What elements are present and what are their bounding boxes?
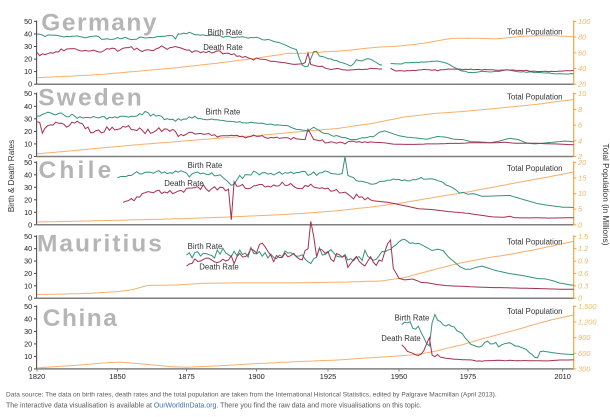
svg-text:Total Population: Total Population: [507, 164, 562, 173]
svg-text:0.3: 0.3: [578, 281, 589, 290]
svg-text:1850: 1850: [109, 372, 125, 381]
svg-text:1,200: 1,200: [578, 318, 597, 327]
svg-text:Sweden: Sweden: [38, 84, 144, 111]
svg-text:Birth Rate: Birth Rate: [208, 28, 243, 37]
svg-text:5: 5: [578, 205, 583, 214]
svg-text:0: 0: [578, 294, 583, 303]
svg-text:20: 20: [24, 55, 32, 64]
svg-text:Mauritius: Mauritius: [37, 231, 164, 258]
svg-text:40: 40: [578, 64, 587, 73]
svg-text:30: 30: [24, 257, 32, 266]
svg-text:20: 20: [577, 80, 587, 89]
svg-text:100: 100: [578, 17, 591, 26]
svg-text:2010: 2010: [554, 372, 570, 381]
svg-text:Birth Rate: Birth Rate: [188, 242, 223, 251]
svg-text:0: 0: [28, 294, 32, 303]
svg-text:300: 300: [578, 364, 591, 373]
svg-text:20: 20: [24, 269, 32, 278]
svg-text:Birth Rate: Birth Rate: [188, 161, 223, 170]
svg-text:The interactive data visualisa: The interactive data visualisation is av…: [6, 403, 422, 410]
svg-text:20: 20: [24, 127, 32, 136]
svg-text:Total Population (in Millions): Total Population (in Millions): [601, 144, 610, 246]
svg-text:1820: 1820: [29, 372, 45, 381]
svg-text:Germany: Germany: [41, 10, 158, 37]
svg-text:60: 60: [578, 48, 587, 57]
svg-text:10: 10: [24, 352, 32, 361]
svg-text:1925: 1925: [320, 372, 336, 381]
svg-text:20: 20: [24, 339, 32, 348]
svg-text:20: 20: [577, 158, 587, 167]
svg-text:0: 0: [578, 220, 583, 229]
svg-text:0.9: 0.9: [578, 257, 588, 266]
svg-text:Total Population: Total Population: [507, 93, 562, 102]
svg-text:Total Population: Total Population: [507, 27, 562, 36]
svg-text:40: 40: [24, 30, 32, 39]
svg-text:Birth Rate: Birth Rate: [395, 314, 430, 323]
svg-text:20: 20: [24, 195, 32, 204]
svg-text:50: 50: [24, 232, 32, 241]
svg-text:0: 0: [28, 152, 32, 161]
svg-text:15: 15: [578, 173, 587, 182]
svg-text:50: 50: [24, 158, 32, 167]
svg-text:China: China: [43, 305, 119, 332]
svg-text:Death Rate: Death Rate: [203, 43, 242, 52]
svg-text:80: 80: [578, 33, 587, 42]
svg-text:2: 2: [577, 152, 582, 161]
svg-text:1.5: 1.5: [578, 232, 589, 241]
svg-text:Total Population: Total Population: [507, 237, 562, 246]
svg-text:10: 10: [578, 189, 587, 198]
svg-text:0: 0: [28, 80, 32, 89]
svg-text:0: 0: [28, 364, 32, 373]
svg-text:30: 30: [24, 114, 32, 123]
svg-text:0: 0: [28, 220, 32, 229]
svg-text:900: 900: [578, 333, 591, 342]
svg-text:1.2: 1.2: [578, 244, 588, 253]
svg-text:1875: 1875: [178, 372, 194, 381]
svg-text:1,500: 1,500: [578, 302, 597, 311]
svg-text:0.6: 0.6: [578, 269, 589, 278]
svg-text:Chile: Chile: [39, 157, 115, 184]
svg-text:1900: 1900: [248, 372, 264, 381]
svg-text:10: 10: [24, 208, 32, 217]
svg-text:30: 30: [24, 42, 32, 51]
svg-text:Total Population: Total Population: [507, 307, 562, 316]
svg-text:40: 40: [24, 314, 32, 323]
svg-text:8: 8: [578, 105, 583, 114]
svg-text:Data source: The data on birth: Data source: The data on birth rates, de…: [6, 392, 497, 399]
svg-text:10: 10: [24, 139, 32, 148]
svg-text:40: 40: [24, 170, 32, 179]
svg-text:10: 10: [24, 67, 32, 76]
svg-text:50: 50: [24, 89, 32, 98]
svg-text:Birth & Death Rates: Birth & Death Rates: [7, 140, 16, 212]
svg-text:50: 50: [24, 17, 32, 26]
svg-text:10: 10: [578, 89, 587, 98]
svg-text:40: 40: [24, 102, 32, 111]
svg-text:1975: 1975: [460, 372, 476, 381]
svg-text:1950: 1950: [391, 372, 407, 381]
svg-text:Birth Rate: Birth Rate: [206, 108, 241, 117]
svg-text:4: 4: [578, 136, 582, 145]
svg-text:10: 10: [24, 281, 32, 290]
svg-text:50: 50: [24, 302, 32, 311]
svg-text:Death Rate: Death Rate: [381, 334, 420, 343]
svg-text:6: 6: [578, 121, 583, 130]
svg-text:Death Rate: Death Rate: [164, 179, 203, 188]
svg-text:Death Rate: Death Rate: [199, 263, 238, 272]
svg-text:600: 600: [578, 349, 591, 358]
svg-text:30: 30: [24, 327, 32, 336]
svg-text:40: 40: [24, 244, 32, 253]
svg-text:30: 30: [24, 183, 32, 192]
